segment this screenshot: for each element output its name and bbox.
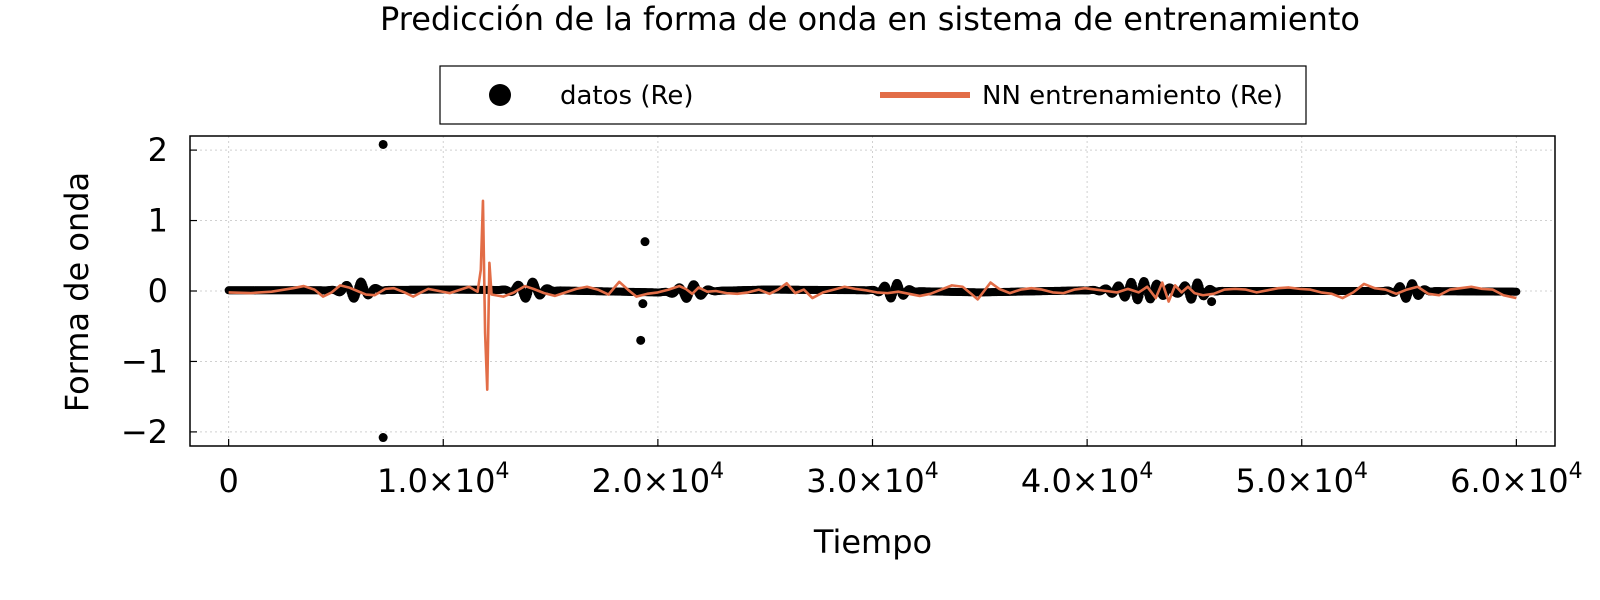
series-nn: [228, 199, 1517, 391]
data-point-outlier: [638, 299, 648, 309]
data-point-outlier: [378, 139, 388, 149]
nn-line-path: [228, 199, 1517, 391]
legend-label-datos: datos (Re): [560, 81, 694, 111]
y-tick-label: −2: [121, 413, 168, 451]
data-point-outlier: [636, 335, 646, 345]
x-tick-label: 1.0×104: [377, 459, 509, 500]
data-point-outlier: [378, 433, 388, 443]
x-tick-label: 4.0×104: [1021, 459, 1153, 500]
x-axis: 0 1.0×104 2.0×104 3.0×104 4.0×104 5.0×104 6.0×…: [218, 439, 1583, 500]
y-axis-title: Forma de onda: [58, 172, 96, 412]
y-tick-label: −1: [121, 342, 168, 380]
x-tick-label: 3.0×104: [806, 459, 938, 500]
x-tick-label: 2.0×104: [592, 459, 724, 500]
x-tick-label: 0: [218, 462, 238, 500]
legend-marker-datos: [489, 84, 511, 106]
y-tick-label: 2: [148, 131, 168, 169]
data-point: [1512, 287, 1521, 296]
legend-label-nn: NN entrenamiento (Re): [982, 81, 1283, 111]
y-axis: 2 1 0 −1 −2: [121, 131, 197, 451]
y-tick-label: 1: [148, 202, 168, 240]
x-axis-title: Tiempo: [813, 523, 932, 561]
plot-area: [224, 139, 1521, 443]
legend-box: [439, 65, 1307, 125]
x-tick-label: 6.0×104: [1450, 459, 1582, 500]
y-tick-label: 0: [148, 272, 168, 310]
legend: datos (Re) NN entrenamiento (Re): [439, 65, 1307, 125]
data-point-outlier: [1207, 297, 1217, 307]
x-tick-label: 5.0×104: [1236, 459, 1368, 500]
chart-title: Predicción de la forma de onda en sistem…: [380, 0, 1360, 38]
data-point-outlier: [640, 237, 650, 247]
